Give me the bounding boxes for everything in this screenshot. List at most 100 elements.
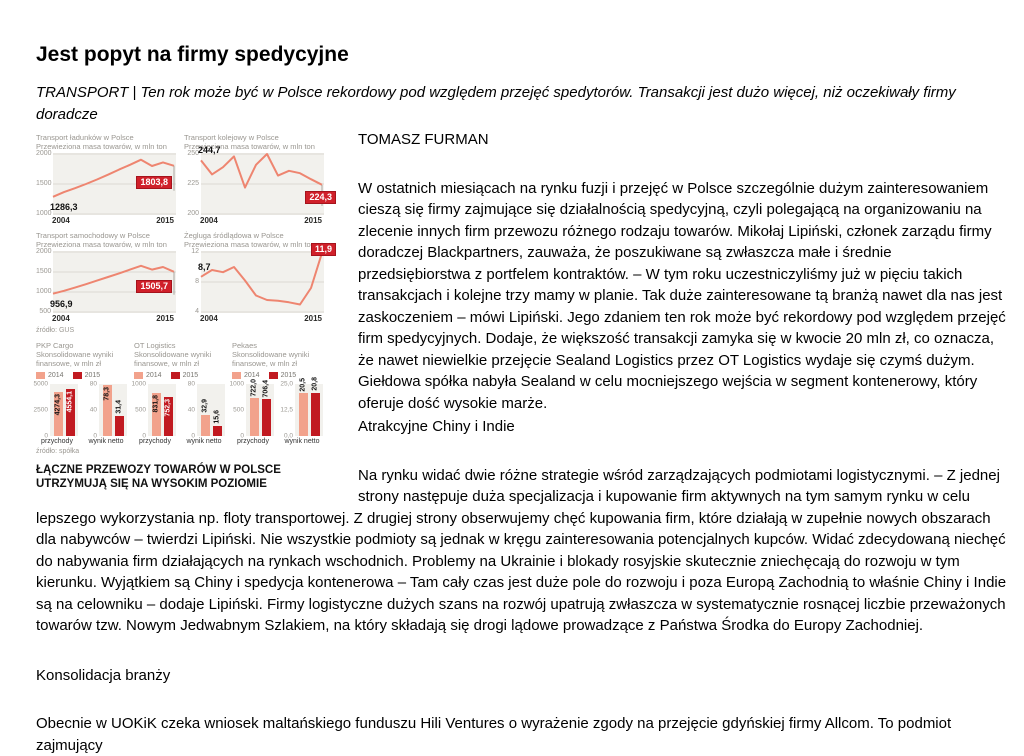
bar-value-label: 78,3 bbox=[103, 387, 111, 401]
bar-y-tick: 0 bbox=[93, 432, 97, 440]
bar-y-tick: 0,0 bbox=[283, 432, 293, 440]
line-chart-transport-kolejowy: Transport kolejowy w Polsce Przewieziona … bbox=[184, 133, 336, 226]
chart-title: Transport samochodowy w Polsce Przewiezio… bbox=[36, 231, 176, 249]
legend-item-2015: 2015 bbox=[170, 372, 199, 379]
chart-plot: 12 8 4 8,7 11,9 bbox=[184, 242, 336, 315]
line-charts-source: źródło: GUS bbox=[36, 327, 75, 334]
x-axis-tick-end: 2015 bbox=[304, 314, 322, 323]
bar-y-tick: 12,5 bbox=[280, 406, 293, 414]
bar-2014: 831,8 bbox=[151, 392, 161, 436]
bar-y-tick: 80 bbox=[89, 380, 97, 388]
paragraph-1: W ostatnich miesiącach na rynku fuzji i … bbox=[358, 179, 1006, 412]
legend-item-2014: 2014 bbox=[232, 372, 260, 379]
bar-y-tick: 80 bbox=[187, 380, 195, 388]
bar-panel-plot-area: 25,0 12,5 0,0 20,5 20,8 bbox=[280, 377, 323, 440]
line-chart-zegluga-srodladowa: Żegluga śródlądowa w Polsce Przewieziona … bbox=[184, 231, 336, 324]
first-value-label: 1286,3 bbox=[50, 201, 78, 212]
bar-panel-przychody: 5000 2500 0 4274,3 4554,1 przychody bbox=[33, 380, 78, 445]
chart-title: Transport kolejowy w Polsce Przewieziona … bbox=[184, 133, 324, 151]
x-axis: 2004 2015 bbox=[36, 216, 176, 226]
bar-chart-ot-logistics: OT Logistics Skonsolidowane wyniki finanso… bbox=[132, 341, 226, 445]
end-value-box: 11,9 bbox=[310, 242, 336, 256]
chart-plot: 2000 1500 1000 500 956,9 1505,7 bbox=[36, 248, 176, 315]
y-axis-tick: 1000 bbox=[36, 210, 52, 217]
bar-y-tick: 500 bbox=[135, 406, 146, 414]
bar-2015: 15,6 bbox=[212, 410, 222, 436]
bar-2015: 20,8 bbox=[310, 377, 320, 436]
legend-swatch-2015 bbox=[268, 372, 278, 379]
x-axis: 2004 2015 bbox=[184, 216, 324, 226]
bar-2015: 752,3 bbox=[163, 396, 173, 436]
legend-item-2015: 2015 bbox=[268, 372, 296, 379]
legend-swatch-2014 bbox=[232, 372, 241, 379]
bar-charts-row: PKP Cargo Skonsolidowane wyniki finansowe,… bbox=[33, 341, 324, 445]
bar-y-tick: 0 bbox=[240, 432, 244, 440]
end-value-box: 1505,7 bbox=[136, 279, 172, 293]
y-axis-tick: 1500 bbox=[36, 268, 52, 275]
article-title: Jest popyt na firmy spedycyjne bbox=[36, 43, 349, 66]
legend-item-2014: 2014 bbox=[134, 372, 162, 379]
x-axis-tick-start: 2004 bbox=[52, 216, 70, 225]
legend: 2014 2015 bbox=[232, 372, 324, 379]
y-axis-tick: 12 bbox=[191, 248, 199, 255]
x-axis-tick-end: 2015 bbox=[304, 216, 322, 225]
legend-label: 2015 bbox=[182, 372, 199, 379]
bar-plot: 831,8 752,3 bbox=[148, 384, 176, 436]
bar-2015: 4554,1 bbox=[65, 388, 75, 436]
legend-label: 2014 bbox=[146, 372, 162, 379]
bar-x-label: wynik netto bbox=[284, 438, 320, 445]
bar-panel-plot-area: 1000 500 0 722,0 706,4 bbox=[230, 379, 274, 440]
chart-title-line: Transport ładunków w Polsce bbox=[36, 133, 134, 142]
bar-chart-pkp-cargo: PKP Cargo Skonsolidowane wyniki finansowe,… bbox=[33, 341, 128, 445]
x-axis-tick-start: 2004 bbox=[200, 314, 218, 323]
bar-chart-subtitle-line: finansowe, w mln zł bbox=[232, 359, 298, 368]
first-value-label: 956,9 bbox=[50, 298, 73, 309]
x-axis-tick-end: 2015 bbox=[156, 314, 174, 323]
x-axis: 2004 2015 bbox=[184, 314, 324, 324]
bar-x-label: przychody bbox=[237, 438, 269, 445]
legend-swatch-2015 bbox=[72, 372, 82, 379]
chart-subtitle-line: Przewieziona masa towarów, w mln ton bbox=[184, 240, 315, 249]
chart-plot: 250 225 200 244,7 224,3 bbox=[184, 145, 336, 217]
legend-swatch-2014 bbox=[36, 372, 45, 379]
bar-x-label: wynik netto bbox=[88, 438, 124, 445]
bar-value-label: 20,5 bbox=[299, 377, 307, 392]
line-chart-svg bbox=[200, 153, 324, 215]
chart-plot: 2000 1500 1000 1286,3 1803,8 bbox=[36, 150, 176, 217]
end-value-box: 1803,8 bbox=[136, 175, 172, 189]
bar-plot: 20,5 20,8 bbox=[295, 377, 323, 436]
chart-title-line: Transport samochodowy w Polsce bbox=[36, 231, 150, 240]
bar-2014: 20,5 bbox=[298, 378, 308, 436]
bar-2014: 32,9 bbox=[200, 399, 210, 436]
y-axis-tick: 1000 bbox=[36, 288, 52, 295]
y-axis-tick: 2000 bbox=[36, 248, 52, 255]
bar-y-tick: 5000 bbox=[33, 380, 48, 388]
chart-subtitle-line: Przewieziona masa towarów, w mln ton bbox=[184, 142, 315, 151]
bar-value-label: 4274,3 bbox=[54, 393, 62, 415]
y-axis-tick: 1500 bbox=[36, 180, 52, 187]
y-axis-tick: 250 bbox=[187, 150, 199, 157]
legend: 2014 2015 bbox=[36, 372, 128, 379]
bar-chart-title: Pekaes Skonsolidowane wyniki finansowe, w … bbox=[232, 341, 324, 368]
bar-plot: 78,3 31,4 bbox=[99, 384, 127, 436]
bar-y-tick: 0 bbox=[191, 432, 195, 440]
bar-x-label: przychody bbox=[139, 438, 171, 445]
bar-panel-przychody: 1000 500 0 722,0 706,4 przychody bbox=[230, 379, 274, 445]
bar-chart-subtitle-line: finansowe, w mln zł bbox=[36, 359, 102, 368]
bar-x-label: wynik netto bbox=[186, 438, 222, 445]
bar-panel-plot-area: 80 40 0 78,3 31,4 bbox=[85, 380, 127, 440]
y-axis-tick: 500 bbox=[39, 308, 51, 315]
bar-panels: 1000 500 0 831,8 752,3 przychody 80 40 0 32,9 15,6… bbox=[132, 380, 226, 445]
paragraph-3: Obecnie w UOKiK czeka wniosek maltańskie… bbox=[36, 715, 952, 754]
bar-chart-subtitle-line: Skonsolidowane wyniki bbox=[232, 350, 310, 359]
x-axis-tick-end: 2015 bbox=[156, 216, 174, 225]
chart-title: Żegluga śródlądowa w Polsce Przewieziona … bbox=[184, 231, 324, 249]
bar-value-label: 31,4 bbox=[115, 400, 123, 414]
company-name: PKP Cargo bbox=[36, 341, 74, 350]
y-axis-tick: 4 bbox=[195, 308, 199, 315]
bar-panel-wynik-netto: 80 40 0 78,3 31,4 wynik netto bbox=[85, 380, 127, 445]
bar-y-axis: 25,0 12,5 0,0 bbox=[280, 381, 295, 440]
chart-title-line: Żegluga śródlądowa w Polsce bbox=[184, 231, 284, 240]
bar-panel-plot-area: 1000 500 0 831,8 752,3 bbox=[132, 381, 176, 440]
